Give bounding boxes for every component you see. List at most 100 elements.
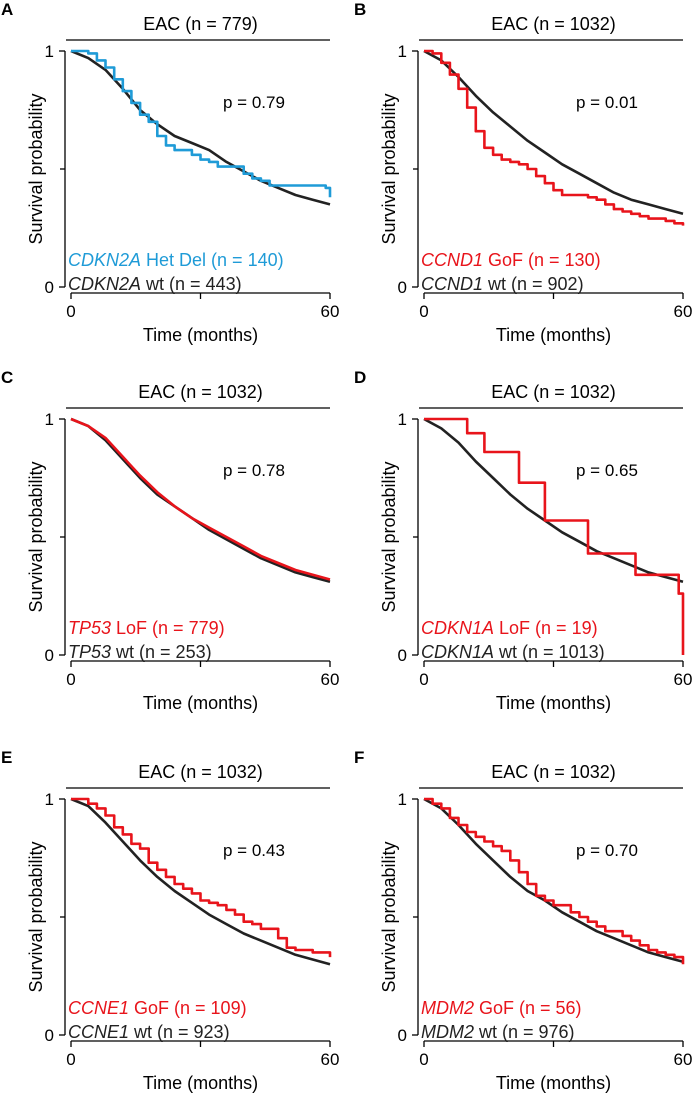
panel-letter: B <box>354 0 366 19</box>
panel-header: EAC (n = 1032) <box>491 382 616 402</box>
legend-altered: CCND1 GoF (n = 130) <box>421 250 601 270</box>
legend-wt-gene: CDKN2A <box>68 274 141 294</box>
panel-letter: C <box>1 368 13 387</box>
legend-altered-text: GoF (n = 130) <box>483 250 601 270</box>
y-axis-title: Survival probability <box>379 461 399 612</box>
panel-d: D EAC (n = 1032) 1 00 60 Time (months) Surviva… <box>354 368 692 713</box>
panel-header: EAC (n = 779) <box>143 14 258 34</box>
legend-wt-text: wt (n = 1013) <box>494 642 605 662</box>
panel-header: EAC (n = 1032) <box>491 14 616 34</box>
panel-letter: D <box>354 368 366 387</box>
panel-f: F EAC (n = 1032) 1 00 60 Time (months) Surviva… <box>354 748 692 1093</box>
p-value: p = 0.70 <box>576 841 638 860</box>
survival-curve-wt <box>423 797 684 964</box>
legend-altered: CDKN2A Het Del (n = 140) <box>68 250 284 270</box>
panel-c: C EAC (n = 1032) 1 00 60 Time (months) Surviva… <box>1 368 339 713</box>
legend-altered: CDKN1A LoF (n = 19) <box>421 618 598 638</box>
y-tick-label: 1 <box>398 42 407 61</box>
survival-curve-altered <box>424 49 685 226</box>
legend-wt-text: wt (n = 902) <box>483 274 584 294</box>
legend-altered-gene: MDM2 <box>421 998 474 1018</box>
survival-curve-altered <box>424 417 685 655</box>
legend-altered-text: LoF (n = 779) <box>111 618 225 638</box>
legend-wt-text: wt (n = 976) <box>474 1022 575 1042</box>
y-tick-label: 0 <box>398 278 407 297</box>
panel-letter: F <box>354 748 364 767</box>
x-tick-label: 60 <box>674 670 693 689</box>
panel-letter: E <box>1 748 12 767</box>
y-tick-label: 0 <box>398 1026 407 1045</box>
y-tick-label: 0 <box>45 278 54 297</box>
x-tick-label: 0 <box>66 302 75 321</box>
legend-wt-gene: MDM2 <box>421 1022 474 1042</box>
y-tick-label: 1 <box>45 410 54 429</box>
y-axis-title: Survival probability <box>379 93 399 244</box>
legend-altered: CCNE1 GoF (n = 109) <box>68 998 247 1018</box>
p-value: p = 0.43 <box>223 841 285 860</box>
x-tick-label: 0 <box>66 670 75 689</box>
legend-altered: TP53 LoF (n = 779) <box>68 618 225 638</box>
survival-curve-wt <box>423 417 684 584</box>
legend-wt: CCNE1 wt (n = 923) <box>68 1022 230 1042</box>
survival-curve-altered <box>71 797 332 958</box>
x-tick-label: 0 <box>419 302 428 321</box>
legend-altered: MDM2 GoF (n = 56) <box>421 998 582 1018</box>
survival-curve-altered <box>70 417 331 581</box>
survival-curve-altered <box>71 49 332 198</box>
y-tick-label: 0 <box>45 1026 54 1045</box>
legend-altered-text: Het Del (n = 140) <box>141 250 284 270</box>
legend-wt-gene: CCNE1 <box>68 1022 129 1042</box>
legend-altered-gene: TP53 <box>68 618 111 638</box>
y-tick-label: 1 <box>45 42 54 61</box>
panel-a: A EAC (n = 779) 1 00 60 Time (months) Survival… <box>1 0 339 345</box>
legend-wt: CDKN1A wt (n = 1013) <box>421 642 605 662</box>
p-value: p = 0.79 <box>223 93 285 112</box>
x-axis-title: Time (months) <box>496 1073 611 1093</box>
x-axis-title: Time (months) <box>496 325 611 345</box>
x-tick-label: 0 <box>419 1050 428 1069</box>
survival-curve-wt <box>423 49 684 216</box>
legend-wt-gene: TP53 <box>68 642 111 662</box>
panel-letter: A <box>1 0 13 19</box>
legend-wt-text: wt (n = 443) <box>141 274 242 294</box>
survival-curve-wt <box>70 797 331 966</box>
x-tick-label: 0 <box>419 670 428 689</box>
y-axis-title: Survival probability <box>26 841 46 992</box>
legend-altered-gene: CDKN2A <box>68 250 141 270</box>
panel-header: EAC (n = 1032) <box>491 762 616 782</box>
y-tick-label: 0 <box>398 646 407 665</box>
legend-altered-text: GoF (n = 109) <box>129 998 247 1018</box>
panel-b: B EAC (n = 1032) 1 00 60 Time (months) Surviva… <box>354 0 692 345</box>
y-axis-title: Survival probability <box>379 841 399 992</box>
p-value: p = 0.78 <box>223 461 285 480</box>
legend-wt-gene: CDKN1A <box>421 642 494 662</box>
x-tick-label: 60 <box>321 1050 340 1069</box>
legend-wt: CCND1 wt (n = 902) <box>421 274 584 294</box>
panel-header: EAC (n = 1032) <box>138 762 263 782</box>
legend-wt-text: wt (n = 923) <box>129 1022 230 1042</box>
legend-wt: TP53 wt (n = 253) <box>68 642 212 662</box>
x-tick-label: 60 <box>674 302 693 321</box>
legend-altered-text: LoF (n = 19) <box>494 618 598 638</box>
p-value: p = 0.01 <box>576 93 638 112</box>
p-value: p = 0.65 <box>576 461 638 480</box>
y-tick-label: 1 <box>45 790 54 809</box>
legend-wt: MDM2 wt (n = 976) <box>421 1022 575 1042</box>
x-tick-label: 60 <box>674 1050 693 1069</box>
x-axis-title: Time (months) <box>496 693 611 713</box>
x-tick-label: 0 <box>66 1050 75 1069</box>
legend-altered-text: GoF (n = 56) <box>474 998 582 1018</box>
y-axis-title: Survival probability <box>26 461 46 612</box>
y-tick-label: 1 <box>398 410 407 429</box>
legend-wt-text: wt (n = 253) <box>111 642 212 662</box>
survival-curve-wt <box>70 49 331 206</box>
x-axis-title: Time (months) <box>143 1073 258 1093</box>
legend-altered-gene: CCND1 <box>421 250 483 270</box>
legend-altered-gene: CCNE1 <box>68 998 129 1018</box>
panel-e: E EAC (n = 1032) 1 00 60 Time (months) Surviva… <box>1 748 339 1093</box>
legend-wt: CDKN2A wt (n = 443) <box>68 274 242 294</box>
legend-wt-gene: CCND1 <box>421 274 483 294</box>
x-tick-label: 60 <box>321 670 340 689</box>
y-axis-title: Survival probability <box>26 93 46 244</box>
